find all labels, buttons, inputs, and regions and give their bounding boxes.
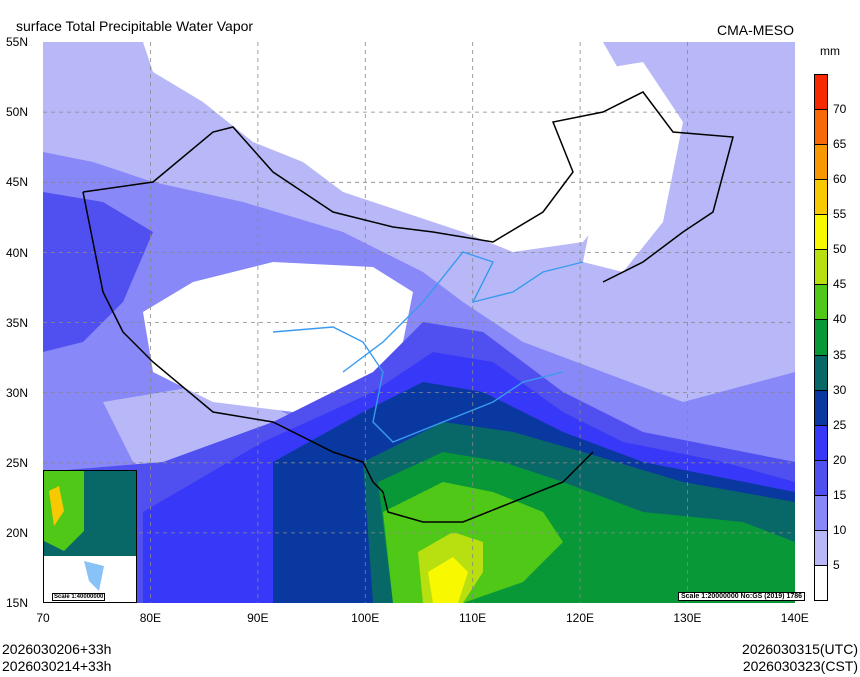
colorbar-box [814, 74, 828, 111]
inset-scale-label: Scale 1:40000000 [52, 593, 106, 601]
south-china-sea-inset [43, 470, 137, 603]
x-tick-label: 130E [673, 611, 702, 625]
colorbar-box [814, 179, 828, 216]
colorbar-box [814, 424, 828, 461]
x-tick-label: 120E [565, 611, 595, 625]
inset-map [44, 471, 136, 602]
model-name: CMA-MESO [717, 22, 794, 38]
colorbar-box [814, 389, 828, 426]
map-scale-label: Scale 1:20000000 No:GS (2019) 1786 [678, 592, 806, 601]
colorbar-box [814, 109, 828, 146]
colorbar-label: 5 [833, 557, 840, 572]
colorbar-box [814, 249, 828, 286]
colorbar-box [814, 284, 828, 321]
init-time-cst: 2026030214+33h [2, 658, 112, 674]
colorbar-label: 65 [833, 137, 847, 152]
colorbar-box [814, 529, 828, 566]
init-time-utc: 2026030206+33h [2, 641, 112, 657]
colorbar-box [814, 564, 828, 601]
field-below-5-north [143, 42, 643, 252]
colorbar-label: 55 [833, 207, 847, 222]
colorbar-label: 15 [833, 487, 847, 502]
y-tick-label: 15N [6, 596, 29, 610]
field-below-5-ne [583, 62, 683, 272]
y-tick-label: 45N [6, 175, 29, 190]
colorbar-label: 30 [833, 382, 847, 397]
rivers [272, 251, 584, 443]
grid-lines [43, 42, 795, 603]
colorbar-box [814, 214, 828, 251]
x-tick-label: 100E [351, 611, 380, 625]
colorbar-box [814, 354, 828, 391]
colorbar-label: 45 [833, 277, 847, 292]
country-borders [82, 91, 734, 523]
colorbar-label: 60 [833, 172, 847, 187]
valid-time-utc: 2026030315(UTC) [742, 641, 858, 657]
field-below-5-tibet [143, 262, 413, 412]
x-tick-label: 110E [459, 611, 487, 625]
y-tick-label: 35N [6, 315, 29, 330]
colorbar-label: 50 [833, 242, 847, 257]
x-tick-label: 80E [139, 611, 162, 625]
colorbar-box [814, 319, 828, 356]
field-50-55 [428, 557, 468, 603]
valid-time-cst: 2026030323(CST) [742, 658, 858, 674]
colorbar-label: 70 [833, 102, 847, 117]
y-tick-label: 30N [6, 385, 29, 400]
colorbar-label: 35 [833, 347, 847, 362]
y-tick-label: 50N [6, 105, 29, 120]
precipitable-water-map [43, 42, 795, 603]
colorbar-label: 40 [833, 312, 847, 327]
colorbar-label: 20 [833, 452, 847, 467]
x-tick-label: 70 [36, 611, 50, 625]
colorbar-label: 25 [833, 417, 847, 432]
colorbar-box [814, 144, 828, 181]
colorbar-label: 10 [833, 522, 847, 537]
y-tick-label: 40N [6, 245, 29, 260]
colorbar-unit: mm [820, 44, 840, 58]
x-tick-label: 90E [247, 611, 269, 625]
colorbar-box [814, 459, 828, 496]
colorbar-box [814, 494, 828, 531]
y-tick-label: 20N [6, 525, 29, 540]
y-tick-label: 25N [6, 455, 29, 470]
map-title: surface Total Precipitable Water Vapor [16, 18, 254, 34]
x-tick-label: 140E [780, 611, 809, 625]
y-tick-label: 55N [6, 35, 29, 50]
